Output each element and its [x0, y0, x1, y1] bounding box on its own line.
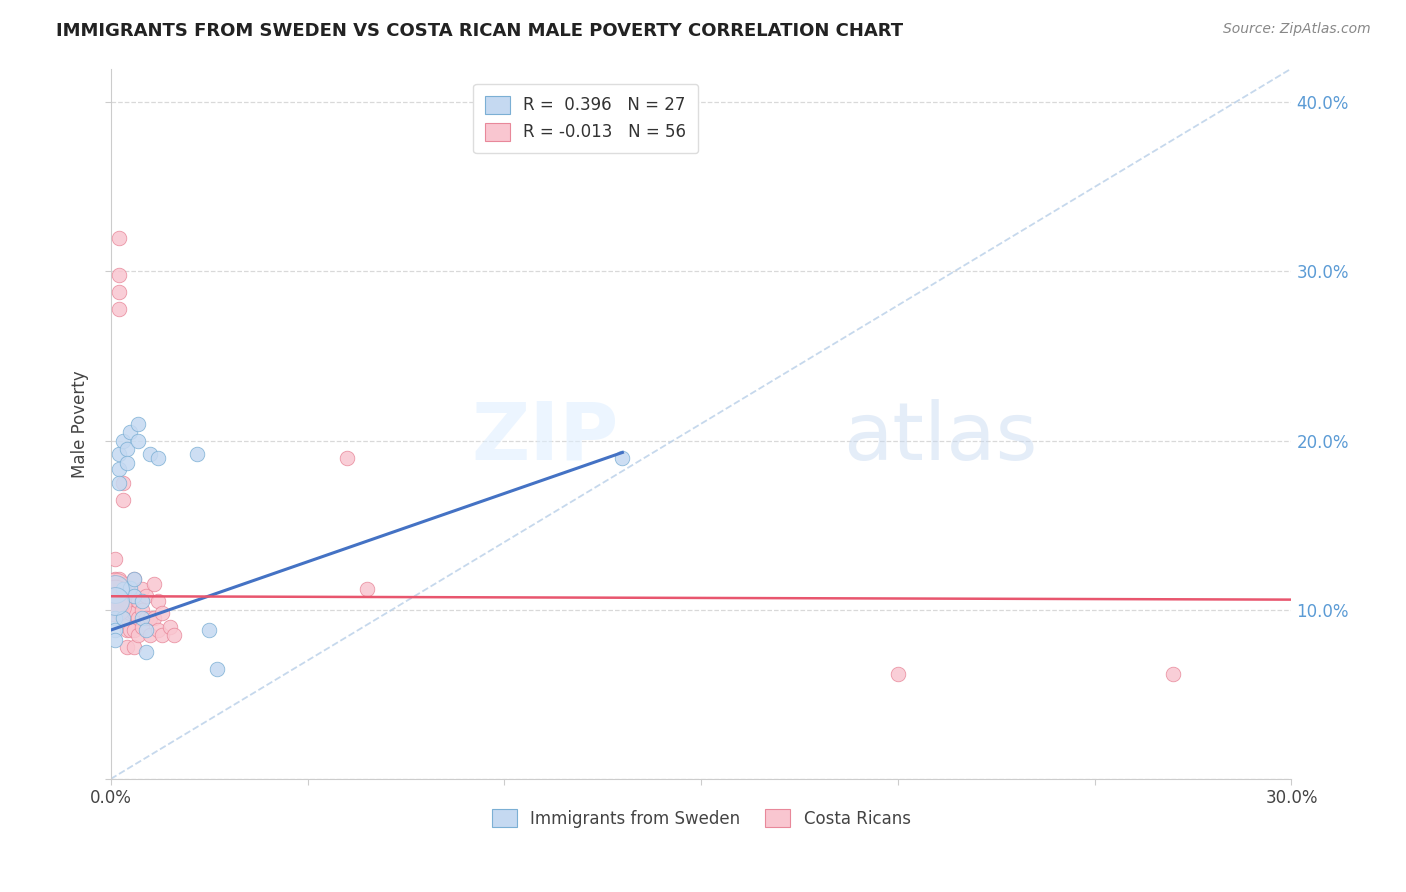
Point	[107, 572, 129, 586]
Point	[356, 582, 378, 597]
Y-axis label: Male Poverty: Male Poverty	[72, 370, 89, 477]
Point	[124, 572, 146, 586]
Point	[104, 633, 127, 648]
Point	[104, 598, 127, 612]
Point	[163, 628, 186, 642]
Point	[120, 606, 142, 620]
Point	[146, 594, 169, 608]
Point	[143, 611, 166, 625]
Point	[124, 623, 146, 637]
Point	[124, 640, 146, 654]
Point	[139, 447, 162, 461]
Point	[1163, 667, 1185, 681]
Point	[107, 594, 129, 608]
Point	[336, 450, 359, 465]
Point	[115, 611, 138, 625]
Point	[104, 611, 127, 625]
Point	[186, 447, 208, 461]
Point	[131, 611, 153, 625]
Point	[107, 301, 129, 316]
Point	[115, 594, 138, 608]
Text: atlas: atlas	[842, 399, 1038, 477]
Point	[115, 442, 138, 456]
Point	[131, 594, 153, 608]
Point	[107, 606, 129, 620]
Point	[115, 582, 138, 597]
Point	[104, 589, 127, 603]
Point	[111, 475, 134, 490]
Point	[612, 450, 634, 465]
Point	[120, 623, 142, 637]
Point	[104, 623, 127, 637]
Point	[107, 285, 129, 299]
Point	[107, 582, 129, 597]
Point	[104, 572, 127, 586]
Point	[127, 434, 149, 448]
Point	[139, 611, 162, 625]
Point	[127, 611, 149, 625]
Point	[131, 603, 153, 617]
Point	[198, 623, 221, 637]
Text: ZIP: ZIP	[471, 399, 619, 477]
Point	[115, 456, 138, 470]
Point	[127, 417, 149, 431]
Point	[111, 606, 134, 620]
Point	[104, 582, 127, 597]
Point	[124, 589, 146, 603]
Point	[115, 623, 138, 637]
Point	[887, 667, 910, 681]
Point	[127, 628, 149, 642]
Point	[205, 662, 228, 676]
Point	[146, 623, 169, 637]
Point	[104, 582, 127, 597]
Point	[104, 594, 127, 608]
Point	[107, 462, 129, 476]
Point	[124, 589, 146, 603]
Point	[120, 581, 142, 595]
Point	[111, 582, 134, 597]
Point	[104, 594, 127, 608]
Point	[120, 589, 142, 603]
Point	[127, 594, 149, 608]
Text: Source: ZipAtlas.com: Source: ZipAtlas.com	[1223, 22, 1371, 37]
Point	[143, 577, 166, 591]
Point	[115, 640, 138, 654]
Point	[124, 606, 146, 620]
Point	[111, 492, 134, 507]
Point	[135, 611, 157, 625]
Point	[104, 582, 127, 597]
Point	[131, 620, 153, 634]
Point	[111, 611, 134, 625]
Point	[124, 572, 146, 586]
Point	[131, 582, 153, 597]
Point	[135, 645, 157, 659]
Point	[107, 447, 129, 461]
Point	[104, 589, 127, 603]
Text: IMMIGRANTS FROM SWEDEN VS COSTA RICAN MALE POVERTY CORRELATION CHART: IMMIGRANTS FROM SWEDEN VS COSTA RICAN MA…	[56, 22, 904, 40]
Point	[139, 628, 162, 642]
Point	[111, 577, 134, 591]
Point	[107, 230, 129, 244]
Point	[111, 589, 134, 603]
Point	[146, 450, 169, 465]
Legend: Immigrants from Sweden, Costa Ricans: Immigrants from Sweden, Costa Ricans	[485, 803, 917, 835]
Point	[111, 434, 134, 448]
Point	[107, 475, 129, 490]
Point	[150, 628, 173, 642]
Point	[104, 552, 127, 566]
Point	[120, 425, 142, 440]
Point	[135, 589, 157, 603]
Point	[159, 620, 181, 634]
Point	[135, 623, 157, 637]
Point	[107, 268, 129, 282]
Point	[150, 606, 173, 620]
Point	[104, 603, 127, 617]
